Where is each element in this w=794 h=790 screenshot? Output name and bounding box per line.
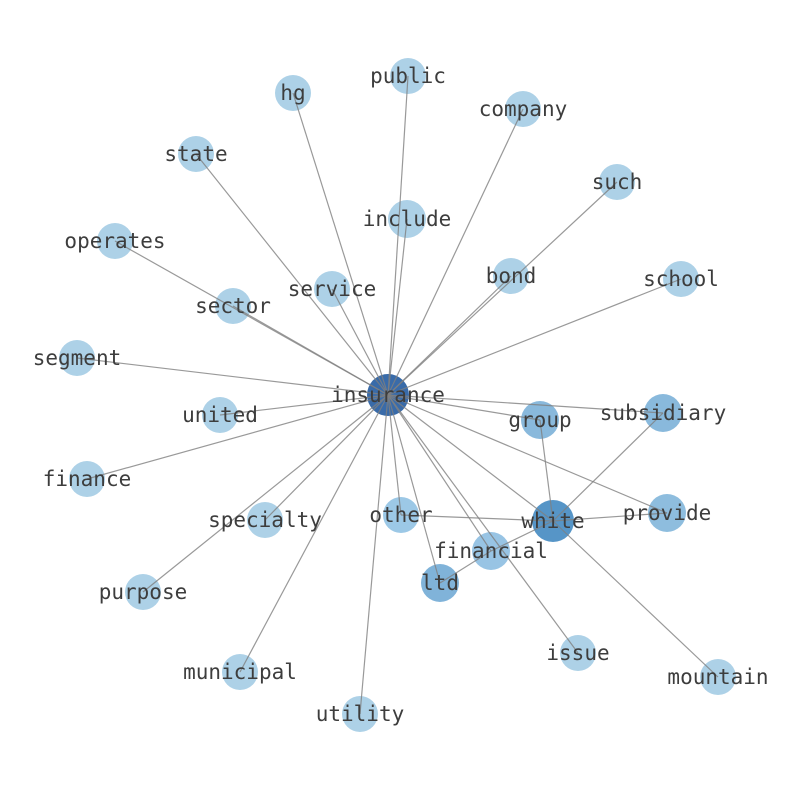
edge-insurance-company: [387, 108, 524, 396]
node-label-other: other: [369, 503, 432, 527]
node-label-operates: operates: [64, 229, 165, 253]
edge-insurance-utility: [359, 394, 389, 715]
edge-white-financial: [490, 520, 554, 552]
node-label-include: include: [363, 207, 452, 231]
node-label-bond: bond: [486, 264, 537, 288]
node-label-utility: utility: [316, 702, 405, 726]
edge-white-provide: [552, 512, 668, 522]
node-label-provide: provide: [623, 501, 712, 525]
node-label-sector: sector: [195, 294, 271, 318]
node-label-issue: issue: [546, 641, 609, 665]
edge-insurance-sector: [232, 305, 389, 396]
node-label-united: united: [182, 403, 258, 427]
edge-insurance-purpose: [142, 394, 389, 593]
edge-insurance-white: [387, 394, 554, 522]
edge-insurance-bond: [387, 275, 512, 396]
edge-white-subsidiary: [552, 412, 664, 522]
node-label-company: company: [479, 97, 568, 121]
edge-insurance-finance: [86, 394, 389, 480]
edge-insurance-issue: [387, 394, 579, 654]
edge-insurance-public: [387, 75, 409, 396]
edge-insurance-group: [387, 394, 541, 421]
edge-insurance-hg: [292, 92, 389, 396]
edge-white-mountain: [552, 520, 719, 678]
node-label-municipal: municipal: [183, 660, 297, 684]
edge-insurance-service: [331, 288, 389, 396]
edge-layer: [76, 75, 719, 715]
edge-white-group: [539, 419, 554, 522]
node-label-such: such: [592, 170, 643, 194]
edge-insurance-municipal: [239, 394, 389, 673]
node-label-ltd: ltd: [421, 571, 459, 595]
node-label-group: group: [508, 408, 571, 432]
edge-financial-ltd: [439, 550, 492, 584]
node-label-mountain: mountain: [667, 665, 768, 689]
node-label-financial: financial: [434, 539, 548, 563]
edge-insurance-ltd: [387, 394, 441, 584]
node-label-white: white: [521, 509, 584, 533]
edge-insurance-specialty: [264, 394, 389, 521]
node-label-public: public: [370, 64, 446, 88]
edge-insurance-include: [387, 218, 408, 396]
node-label-insurance: insurance: [331, 383, 445, 407]
node-label-specialty: specialty: [208, 508, 322, 532]
node-label-state: state: [164, 142, 227, 166]
edge-insurance-such: [387, 181, 618, 396]
node-label-service: service: [288, 277, 377, 301]
edge-insurance-subsidiary: [387, 394, 664, 414]
edge-insurance-financial: [387, 394, 492, 552]
edge-insurance-segment: [76, 357, 389, 396]
node-label-hg: hg: [280, 81, 305, 105]
node-label-school: school: [643, 267, 719, 291]
edge-insurance-school: [387, 278, 682, 396]
edge-insurance-united: [219, 394, 389, 416]
edge-insurance-provide: [387, 394, 668, 514]
edge-insurance-state: [195, 153, 389, 396]
label-layer: public hg company state such include operates b…: [33, 64, 769, 726]
node-label-segment: segment: [33, 346, 122, 370]
edge-white-other: [400, 514, 554, 522]
node-label-finance: finance: [43, 467, 132, 491]
node-label-purpose: purpose: [99, 580, 188, 604]
node-label-subsidiary: subsidiary: [600, 401, 726, 425]
edge-insurance-other: [387, 394, 402, 516]
